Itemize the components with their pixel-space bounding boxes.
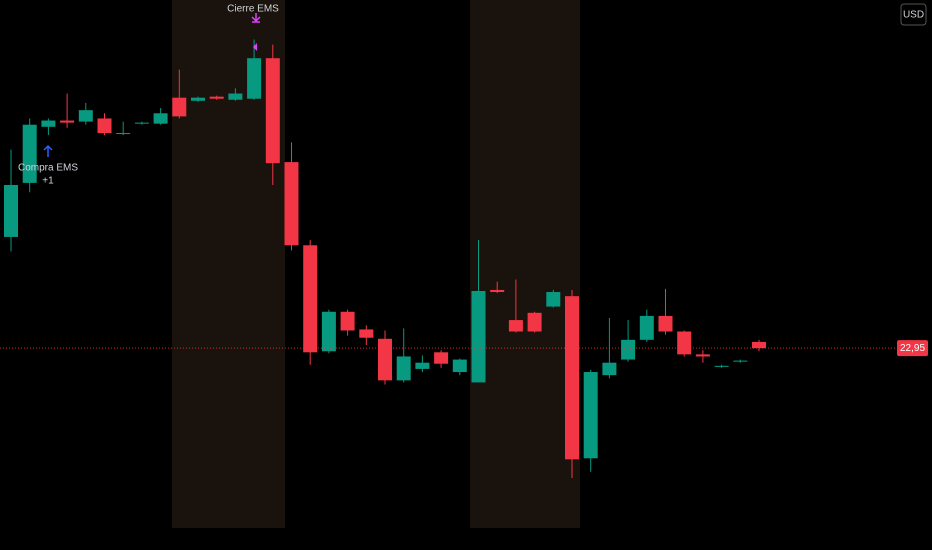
candle-body [116,133,131,135]
candle-body [452,359,467,373]
candle-body [340,311,355,331]
price-tag [897,340,928,357]
candle-body [247,58,262,99]
candle-body [321,311,336,352]
sell-label: Cierre EMS [227,4,279,15]
candle-body [378,338,392,381]
candle-body [602,362,617,376]
price-tag-label: 22,95 [900,343,925,354]
candle-body [153,113,168,124]
sell-arrow [251,13,261,23]
candle-body [4,184,18,237]
buy-qty: +1 [42,176,54,187]
candle-body [284,162,299,246]
candle-body [471,290,486,383]
candle-body [396,356,411,381]
candle-body [695,354,710,357]
sell-marker [253,43,257,51]
candles [4,39,766,479]
candle-body [191,97,205,101]
candle-body [22,124,37,183]
buy-label: Compra EMS [18,163,78,174]
currency-label[interactable]: USD [903,10,924,21]
currency-button[interactable] [900,3,927,26]
candle-body [546,292,561,307]
candle-body [41,120,56,127]
candle-body [60,120,75,123]
candle-body [359,329,374,338]
candle-body [714,365,729,367]
candle-body [658,315,673,332]
candle-body [97,118,112,134]
candle-body [490,289,505,293]
candle-body [639,315,654,340]
candle-body [265,58,280,164]
candle-body [172,97,187,117]
candle-body [565,296,579,460]
candle-body [228,93,243,100]
candle-body [134,122,149,124]
candle-body [752,341,766,349]
candle-body [527,312,542,332]
candle-body [434,352,449,364]
session-shade [470,0,580,528]
candle-body [621,339,636,360]
candle-body [583,372,598,459]
candle-body [78,110,93,122]
candle-body [677,331,692,355]
candle-body [209,96,224,99]
candle-body [508,320,523,332]
candle-body [303,245,318,353]
buy-arrow [43,144,53,157]
candle-body [415,362,430,369]
candle-body [733,360,748,362]
